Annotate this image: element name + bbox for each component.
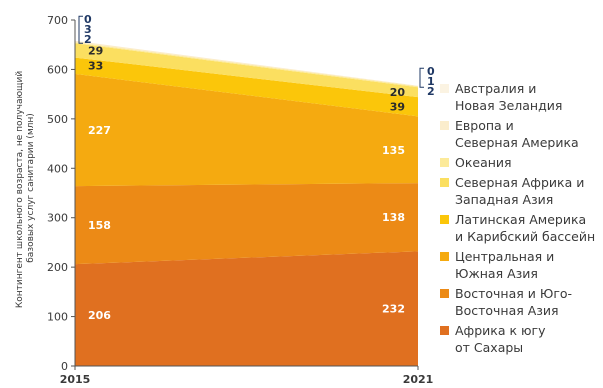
data-label-end-3: 39 (390, 101, 405, 114)
data-label-start-3: 33 (88, 60, 103, 73)
legend-swatch-6 (440, 121, 449, 130)
bracket-end (419, 67, 424, 88)
data-label-end-5: 2 (427, 85, 435, 98)
data-label-end-0: 232 (382, 303, 405, 316)
legend-label-1-line-1: Восточная Азия (455, 303, 559, 318)
legend-label-6-line-0: Европа и (455, 118, 514, 133)
data-label-start-7: 0 (84, 13, 92, 26)
legend-label-6-line-1: Северная Америка (455, 135, 579, 150)
y-tick-label-200: 200 (47, 261, 68, 274)
data-label-start-6: 3 (84, 23, 92, 36)
data-labels: 206 232 158 138 227 135 33 39 29 20 (88, 44, 405, 322)
legend-label-4-line-0: Северная Африка и (455, 175, 584, 190)
y-tick-label-300: 300 (47, 212, 68, 225)
data-label-end-4: 20 (390, 86, 406, 99)
y-axis-label: Контингент школьного возраста, не получа… (15, 68, 36, 308)
legend-label-3-line-1: и Карибский бассейн (455, 229, 595, 244)
legend-label-5-line-0: Океания (455, 155, 512, 170)
legend-swatch-5 (440, 158, 449, 167)
data-label-start-4: 29 (88, 44, 103, 57)
y-tick-label-500: 500 (47, 113, 68, 126)
legend: Австралия и Новая Зеландия Европа и Северна… (440, 81, 595, 355)
legend-label-3-line-0: Латинская Америка (455, 212, 586, 227)
area-series-0 (75, 251, 418, 366)
data-label-end-6: 1 (427, 75, 435, 88)
legend-label-0-line-0: Африка к югу (455, 323, 546, 338)
legend-label-2-line-1: Южная Азия (455, 266, 538, 281)
area-series-4 (75, 43, 418, 98)
legend-label-7-line-0: Австралия и (455, 81, 536, 96)
legend-label-2-line-0: Центральная и (455, 249, 554, 264)
y-axis-label-line-1: Контингент школьного возраста, не получа… (15, 71, 25, 308)
data-label-start-1: 158 (88, 219, 111, 232)
area-series-1 (75, 183, 418, 265)
data-label-start-5: 2 (84, 33, 92, 46)
data-label-end-1: 138 (382, 211, 405, 224)
legend-label-1-line-0: Восточная и Юго- (455, 286, 572, 301)
legend-label-7-line-1: Новая Зеландия (455, 98, 562, 113)
legend-swatch-7 (440, 84, 449, 93)
legend-label-0-line-1: от Сахары (455, 340, 523, 355)
y-tick-label-0: 0 (61, 360, 68, 373)
legend-swatch-1 (440, 289, 449, 298)
data-label-end-7: 0 (427, 65, 435, 78)
data-label-start-0: 206 (88, 309, 111, 322)
y-tick-label-600: 600 (47, 63, 68, 76)
x-tick-label-2015: 2015 (60, 373, 91, 386)
y-axis-label-line-2: базовых услуг санитарии (млн) (26, 113, 36, 263)
area-series-3 (75, 57, 418, 117)
x-tick-label-2021: 2021 (403, 373, 434, 386)
area-layers (75, 40, 418, 366)
legend-swatch-2 (440, 252, 449, 261)
y-tick-label-400: 400 (47, 162, 68, 175)
y-tick-label-700: 700 (47, 14, 68, 27)
legend-swatch-3 (440, 215, 449, 224)
bracket-start (78, 15, 83, 44)
y-tick-label-100: 100 (47, 311, 68, 324)
legend-swatch-0 (440, 326, 449, 335)
area-series-2 (75, 73, 418, 187)
area-series-6 (75, 40, 418, 87)
area-series-5 (75, 42, 418, 88)
data-label-end-2: 135 (382, 144, 405, 157)
data-label-start-2: 227 (88, 124, 111, 137)
legend-label-4-line-1: Западная Азия (455, 192, 553, 207)
legend-swatch-4 (440, 178, 449, 187)
